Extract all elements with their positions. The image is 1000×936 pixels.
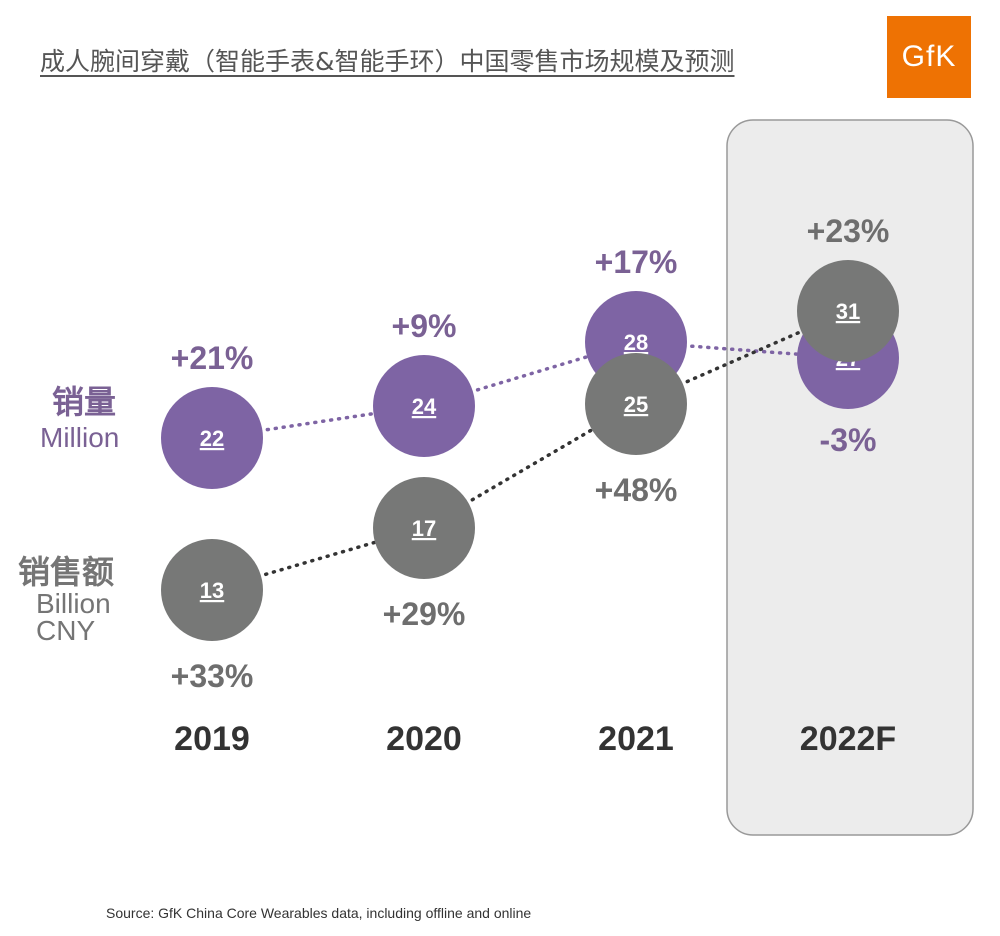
units-label-cn: 销量 — [52, 383, 117, 421]
units-growth-2019: +21% — [171, 340, 254, 376]
units-bubble-2020 — [373, 355, 475, 457]
units-bubble-2019 — [161, 387, 263, 489]
revenue-value-label-2022F: 31 — [836, 299, 860, 324]
units-value-label-2021: 28 — [624, 330, 648, 355]
revenue-label-en1: Billion — [36, 588, 111, 619]
units-value-label-2019: 22 — [200, 426, 224, 451]
year-label-2022F: 2022F — [800, 720, 896, 758]
source-note: Source: GfK China Core Wearables data, i… — [106, 905, 532, 921]
revenue-bubble-2019 — [161, 539, 263, 641]
chart-title: 成人腕间穿戴（智能手表&智能手环）中国零售市场规模及预测 — [40, 47, 735, 76]
revenue-series-label: 销售额 Billion CNY — [18, 553, 114, 645]
revenue-growth-2020: +29% — [383, 596, 466, 632]
year-label-2019: 2019 — [174, 720, 250, 758]
revenue-growth-2022F: +23% — [807, 213, 890, 249]
revenue-value-label-2019: 13 — [200, 578, 224, 603]
units-growth-2020: +9% — [392, 308, 457, 344]
revenue-growth-2021: +48% — [595, 472, 678, 508]
units-label-en: Million — [40, 422, 120, 453]
gfk-logo: GfK — [887, 16, 971, 98]
year-label-2021: 2021 — [598, 720, 674, 758]
revenue-growth-2019: +33% — [171, 658, 254, 694]
units-growth-2022F: -3% — [820, 422, 877, 458]
units-value-label-2020: 24 — [412, 394, 437, 419]
revenue-bubble-2021 — [585, 353, 687, 455]
year-label-2020: 2020 — [386, 720, 462, 758]
units-series-label: 销量 Million — [40, 383, 119, 455]
revenue-label-en2: CNY — [36, 615, 96, 646]
revenue-bubble-2020 — [373, 477, 475, 579]
units-growth-2021: +17% — [595, 244, 678, 280]
forecast-highlight-panel — [726, 119, 974, 836]
revenue-value-label-2021: 25 — [624, 392, 648, 417]
revenue-label-cn: 销售额 — [18, 553, 115, 591]
revenue-bubble-2022F — [797, 260, 899, 362]
revenue-value-label-2020: 17 — [412, 516, 436, 541]
